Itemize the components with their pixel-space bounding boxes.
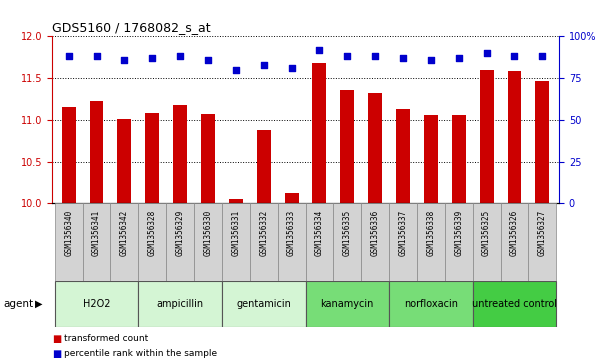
Bar [473,203,500,281]
Point [287,65,296,71]
Bar [396,109,410,203]
Point [231,67,241,73]
Text: GSM1356335: GSM1356335 [343,209,352,256]
Bar [424,115,438,203]
Bar [201,114,215,203]
Bar [222,203,250,281]
Text: ▶: ▶ [35,299,43,309]
Point [64,53,73,59]
Bar [306,281,389,327]
Point [259,62,269,68]
Text: agent: agent [3,299,33,309]
Text: GSM1356338: GSM1356338 [426,209,436,256]
Bar [117,119,131,203]
Text: kanamycin: kanamycin [321,299,374,309]
Text: GSM1356329: GSM1356329 [175,209,185,256]
Text: GSM1356342: GSM1356342 [120,209,129,256]
Text: GSM1356340: GSM1356340 [64,209,73,256]
Text: GSM1356325: GSM1356325 [482,209,491,256]
Text: gentamicin: gentamicin [236,299,291,309]
Text: GSM1356332: GSM1356332 [259,209,268,256]
Text: ■: ■ [52,334,61,344]
Text: GSM1356336: GSM1356336 [371,209,379,256]
Bar [229,199,243,203]
Bar [62,107,76,203]
Bar [417,203,445,281]
Point [315,47,324,53]
Point [426,57,436,62]
Point [370,53,380,59]
Bar [277,203,306,281]
Bar [445,203,473,281]
Bar [361,203,389,281]
Point [510,53,519,59]
Text: GDS5160 / 1768082_s_at: GDS5160 / 1768082_s_at [52,21,211,34]
Bar [334,203,361,281]
Bar [55,281,138,327]
Point [203,57,213,62]
Bar [452,115,466,203]
Bar [535,81,549,203]
Bar [529,203,556,281]
Bar [306,203,334,281]
Bar [222,281,306,327]
Point [120,57,130,62]
Text: percentile rank within the sample: percentile rank within the sample [64,350,218,358]
Text: GSM1356341: GSM1356341 [92,209,101,256]
Bar [389,203,417,281]
Text: GSM1356333: GSM1356333 [287,209,296,256]
Bar [340,90,354,203]
Bar [145,113,159,203]
Text: ampicillin: ampicillin [156,299,203,309]
Text: GSM1356328: GSM1356328 [148,209,157,256]
Bar [389,281,473,327]
Bar [285,193,299,203]
Point [538,53,547,59]
Bar [55,203,82,281]
Point [481,50,491,56]
Bar [173,105,187,203]
Text: GSM1356334: GSM1356334 [315,209,324,256]
Point [342,53,352,59]
Bar [368,93,382,203]
Bar [194,203,222,281]
Text: ■: ■ [52,349,61,359]
Point [398,55,408,61]
Text: transformed count: transformed count [64,334,148,343]
Text: untreated control: untreated control [472,299,557,309]
Point [175,53,185,59]
Bar [257,130,271,203]
Text: H2O2: H2O2 [82,299,110,309]
Text: GSM1356327: GSM1356327 [538,209,547,256]
Bar [90,101,103,203]
Bar [111,203,138,281]
Point [92,53,101,59]
Bar [480,70,494,203]
Bar [508,72,521,203]
Bar [473,281,556,327]
Text: GSM1356330: GSM1356330 [203,209,213,256]
Bar [82,203,111,281]
Bar [138,281,222,327]
Point [454,55,464,61]
Point [147,55,157,61]
Bar [250,203,277,281]
Text: GSM1356337: GSM1356337 [398,209,408,256]
Text: GSM1356331: GSM1356331 [232,209,240,256]
Bar [166,203,194,281]
Text: norfloxacin: norfloxacin [404,299,458,309]
Text: GSM1356326: GSM1356326 [510,209,519,256]
Bar [500,203,529,281]
Text: GSM1356339: GSM1356339 [454,209,463,256]
Bar [312,63,326,203]
Bar [138,203,166,281]
